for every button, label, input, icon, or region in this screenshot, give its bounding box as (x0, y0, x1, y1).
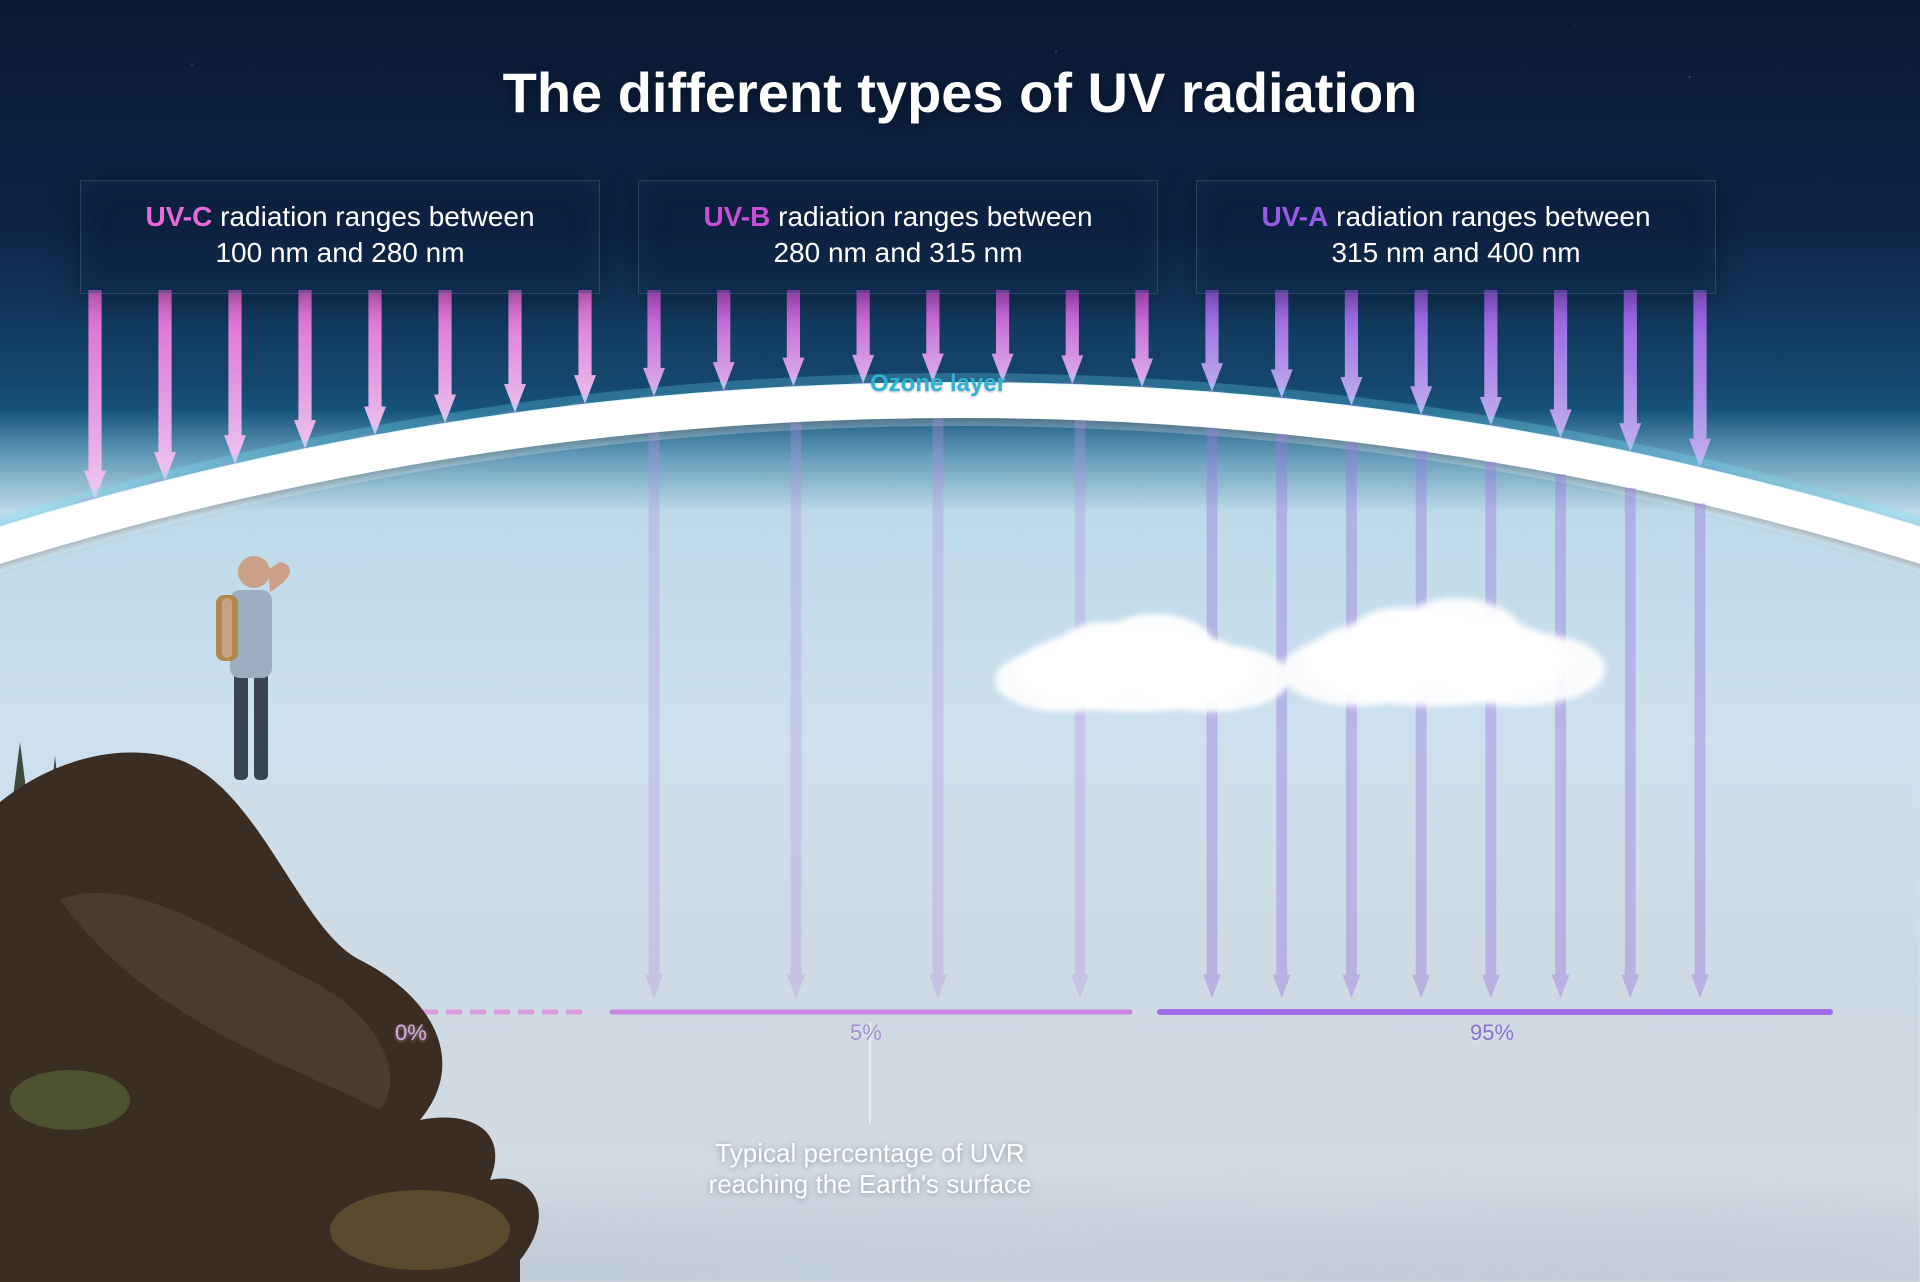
range-text: radiation ranges between (212, 201, 534, 232)
uv-type-label: UV-B (703, 201, 770, 232)
infographic-root: The different types of UV radiation UV-C… (0, 0, 1920, 1282)
uv-type-label: UV-C (145, 201, 212, 232)
caption-line1: Typical percentage of UVR (650, 1138, 1090, 1169)
pct-label-uvc: 0% (395, 1020, 427, 1046)
caption-line2: reaching the Earth's surface (650, 1169, 1090, 1200)
range-box-uvc: UV-C radiation ranges between 100 nm and… (80, 180, 600, 294)
caption-uvr-percentage: Typical percentage of UVR reaching the E… (650, 1138, 1090, 1200)
range-line2: 280 nm and 315 nm (669, 235, 1127, 271)
range-text: radiation ranges between (1328, 201, 1650, 232)
range-box-uvb: UV-B radiation ranges between 280 nm and… (638, 180, 1158, 294)
range-text: radiation ranges between (770, 201, 1092, 232)
pct-label-uva: 95% (1470, 1020, 1514, 1046)
range-line2: 315 nm and 400 nm (1227, 235, 1685, 271)
range-box-uva: UV-A radiation ranges between 315 nm and… (1196, 180, 1716, 294)
ozone-label: Ozone layer (870, 370, 1006, 398)
range-line1: UV-A radiation ranges between (1227, 199, 1685, 235)
uv-type-label: UV-A (1261, 201, 1328, 232)
range-line1: UV-B radiation ranges between (669, 199, 1127, 235)
pct-label-uvb: 5% (850, 1020, 882, 1046)
page-title: The different types of UV radiation (0, 60, 1920, 125)
range-line1: UV-C radiation ranges between (111, 199, 569, 235)
range-line2: 100 nm and 280 nm (111, 235, 569, 271)
